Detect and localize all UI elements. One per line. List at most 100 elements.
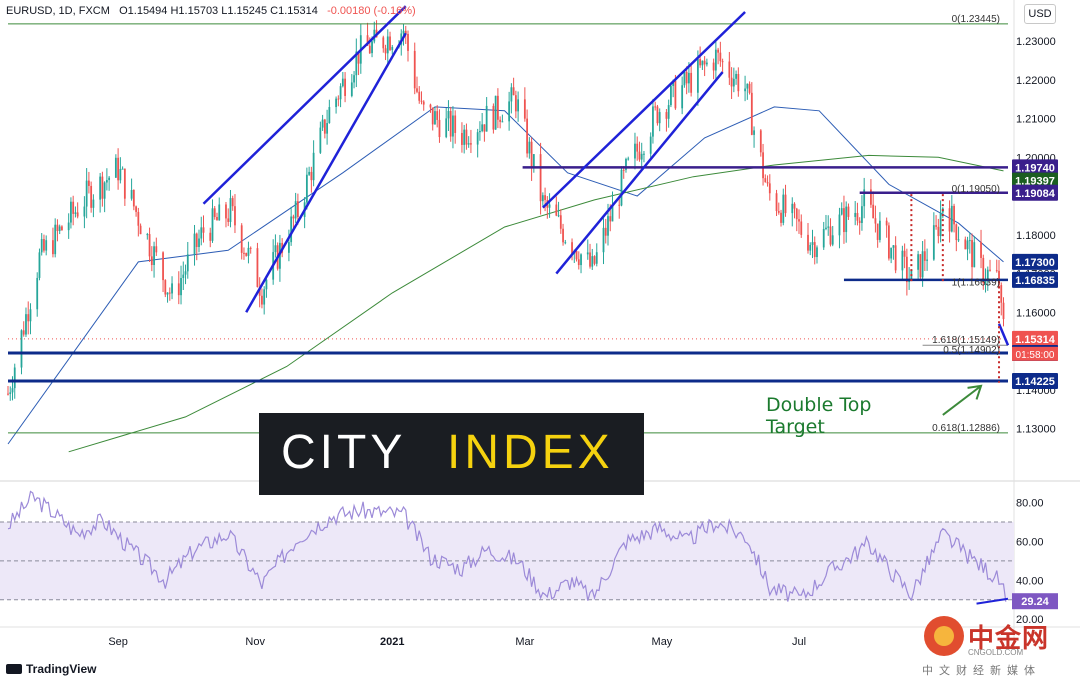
tradingview-icon [6,664,22,674]
candle-body [838,214,841,236]
candle-body [186,254,189,272]
candle-body [180,277,182,296]
candle-body [532,154,535,169]
candle-body [92,199,95,208]
candle-body [308,171,311,175]
candle-body [577,259,580,266]
candle-body [245,252,248,256]
candle-body [150,256,153,266]
candle-body [872,204,875,219]
rsi-y-tick-label: 40.00 [1016,575,1044,587]
candle-body [263,289,266,305]
candle-body [350,82,353,96]
candle-body [923,251,926,261]
candle-body [132,189,135,207]
candle-body [870,189,872,205]
candle-body [389,36,391,50]
rsi-value-label: 29.24 [1021,596,1049,608]
candle-body [759,130,762,153]
candle-body [211,208,214,241]
candle-body [117,157,120,181]
tradingview-label: TradingView [26,662,97,676]
candle-body [903,250,906,257]
axis-layer: 1.230001.220001.210001.200001.190001.180… [108,36,1058,648]
candle-body [800,221,803,235]
candle-body [479,130,481,133]
candle-body [986,269,989,281]
candle-body [595,252,598,264]
candle-body [939,212,942,237]
candle-body [155,246,158,253]
candle-body [528,141,531,154]
currency-button[interactable]: USD [1024,4,1056,24]
candle-body [382,37,385,49]
price-axis-label: 1.19084 [1015,188,1056,200]
candle-body [70,201,72,223]
city-index-logo: CITY INDEX [259,413,644,495]
candle-body [153,246,155,266]
candle-body [703,60,706,65]
candle-body [344,78,346,96]
symbol-label[interactable]: EURUSD, 1D, FXCM [6,5,110,17]
candle-body [168,292,171,294]
fib-label: 1(1.16639) [952,278,1000,289]
candle-body [665,112,668,119]
candle-body [753,130,755,135]
candle-body [526,118,529,154]
x-tick-label: Nov [245,636,265,648]
candle-body [76,212,79,217]
candle-body [670,85,672,106]
candle-body [604,227,607,236]
candle-body [746,83,749,89]
trend-channel-line [202,5,407,205]
candle-body [54,224,57,255]
candle-body [58,226,61,232]
candle-body [705,62,708,65]
candle-body [87,180,90,186]
candle-body [195,233,198,247]
candle-body [764,178,767,183]
cngold-logo-inner [934,626,954,646]
candle-body [114,157,117,178]
annotation-line-2: Target [766,416,825,438]
candle-body [481,124,484,131]
rsi-pane [0,490,1014,605]
rsi-y-tick-label: 80.00 [1016,498,1044,510]
candle-body [429,104,432,108]
candle-body [200,227,203,239]
candle-body [368,45,371,54]
candle-body [323,119,326,134]
candle-body [105,180,108,183]
candle-body [353,75,355,83]
candle-body [20,330,23,368]
price-axis-label-bg [1012,184,1058,201]
candle-body [654,106,657,108]
candle-body [445,118,448,138]
candle-body [420,100,423,102]
candle-body [555,204,558,216]
candle-body [640,153,643,160]
candle-body [683,71,686,86]
candle-body [687,72,690,84]
price-axis-label: 1.19740 [1015,162,1055,174]
candle-body [984,280,987,283]
candle-body [137,211,140,226]
tradingview-logo[interactable]: TradingView [6,662,96,676]
candle-body [885,220,888,226]
candle-body [541,195,544,202]
candle-body [326,123,329,134]
candle-body [202,227,205,233]
candle-body [258,287,261,296]
candle-body [809,244,812,251]
y-tick-label: 1.18000 [1016,230,1056,242]
candle-body [652,106,654,137]
logo-text-right: INDEX [447,426,614,479]
price-axis-label-bg [1012,373,1058,390]
countdown-label: 01:58:00 [1016,350,1055,361]
candle-body [732,78,735,87]
price-axis-label: 1.19397 [1015,176,1055,188]
candle-body [861,206,863,224]
candle-body [980,242,982,258]
candle-body [845,206,848,233]
candle-body [793,203,796,209]
